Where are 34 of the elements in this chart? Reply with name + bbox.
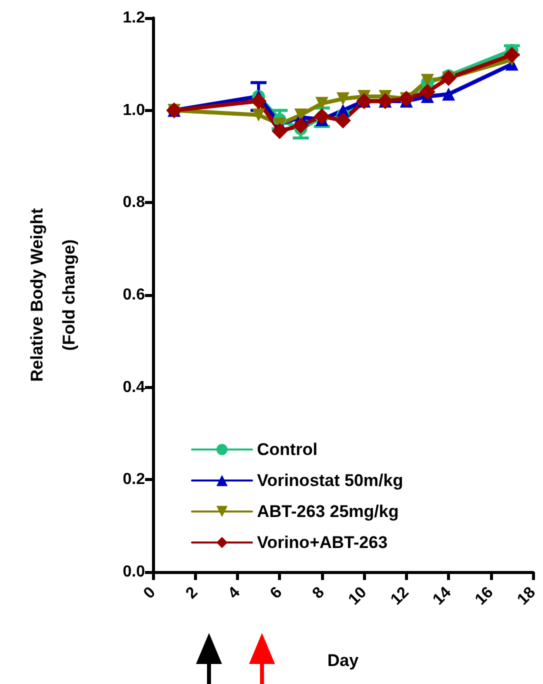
point	[314, 108, 330, 124]
point	[252, 108, 266, 122]
point	[292, 118, 309, 134]
x-tick-label: 12	[388, 584, 412, 609]
y-tick-label: 0.8	[122, 194, 146, 212]
legend-label: ABT-263 25mg/kg	[257, 502, 399, 521]
point	[335, 112, 351, 128]
legend-label: Vorino+ABT-263	[257, 533, 388, 552]
y-tick-label: 1.0	[122, 102, 146, 119]
x-tick-label: 6	[267, 584, 286, 602]
y-tick-label: 0.6	[122, 286, 146, 304]
x-tick-label: 16	[472, 584, 497, 609]
x-axis-title: Day	[327, 651, 360, 670]
x-tick-label: 10	[346, 584, 370, 609]
point	[420, 74, 434, 87]
x-tick-label: 4	[225, 584, 244, 602]
x-tick-label: 18	[514, 584, 540, 609]
point	[315, 96, 328, 110]
x-tick-label: 2	[182, 584, 202, 602]
point	[336, 92, 350, 106]
legend-label: Vorinostat 50m/kg	[257, 471, 404, 490]
y-axis-title: Relative Body Weight (Fold change)	[28, 208, 78, 382]
x-tick-label: 14	[430, 584, 455, 609]
point	[442, 88, 456, 101]
point	[272, 123, 288, 140]
point	[250, 93, 267, 110]
x-tick-label: 8	[310, 584, 328, 602]
legend-label: Control	[257, 440, 318, 459]
y-tick-label: 1.2	[122, 10, 146, 26]
y-tick-label: 0.2	[122, 471, 146, 488]
point	[419, 84, 436, 100]
y-tick-label: 0.0	[122, 564, 146, 580]
x-tick-label: 0	[140, 584, 160, 602]
y-tick-label: 0.4	[122, 378, 146, 396]
